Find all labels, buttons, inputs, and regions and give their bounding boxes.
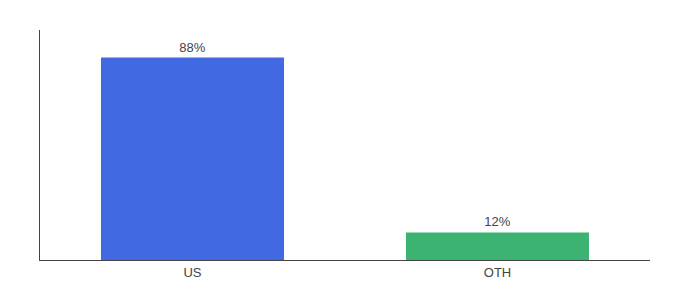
svg-text:88%: 88%	[179, 40, 205, 55]
svg-text:OTH: OTH	[484, 265, 511, 280]
svg-text:US: US	[183, 265, 201, 280]
svg-text:12%: 12%	[484, 214, 510, 229]
